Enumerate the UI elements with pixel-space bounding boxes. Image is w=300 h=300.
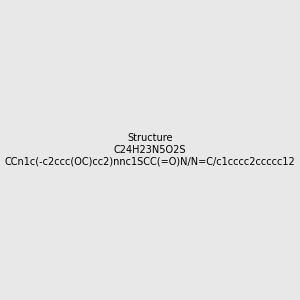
Text: Structure
C24H23N5O2S
CCn1c(-c2ccc(OC)cc2)nnc1SCC(=O)N/N=C/c1cccc2ccccc12: Structure C24H23N5O2S CCn1c(-c2ccc(OC)cc… <box>4 134 296 166</box>
